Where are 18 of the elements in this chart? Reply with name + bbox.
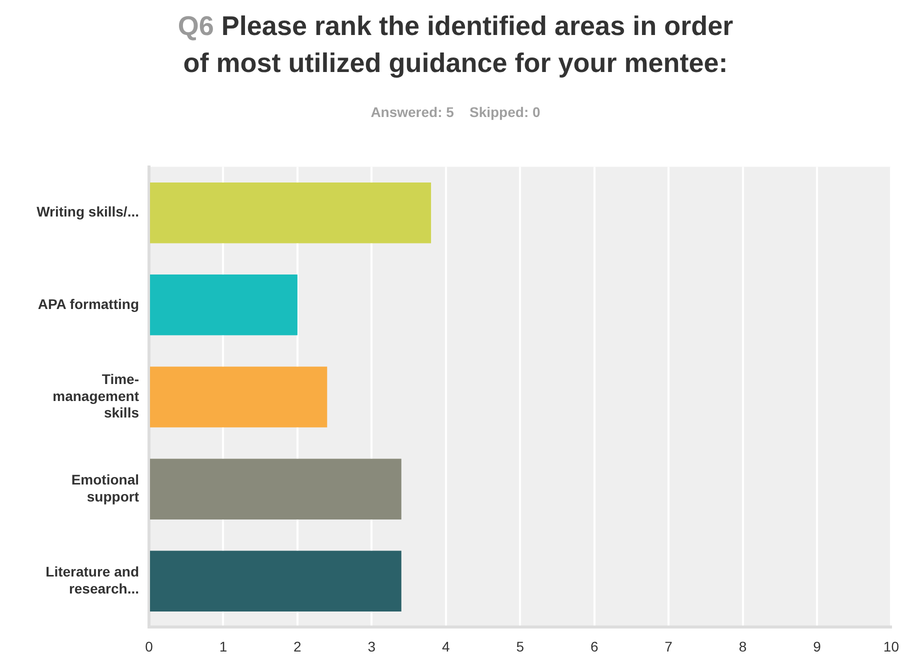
y-tick-label: Literature and research...	[46, 564, 139, 596]
x-tick-label: 2	[294, 638, 302, 654]
chart-subtitle: Answered: 5 Skipped: 0	[370, 104, 542, 120]
y-tick-label: Time-management skills	[52, 371, 140, 421]
x-tick-label: 6	[590, 638, 598, 654]
chart-title: Q6 Please rank the identified areas in order of most utilized guidance for your mentee:	[176, 10, 734, 80]
y-tick-label: Writing skills/...	[36, 204, 139, 220]
x-tick-label: 4	[442, 638, 450, 654]
x-tick-label: 10	[883, 638, 900, 654]
x-tick-label: 0	[145, 638, 154, 654]
x-tick-label: 3	[368, 638, 376, 654]
x-tick-label: 7	[664, 638, 673, 654]
x-tick-label: 9	[813, 638, 822, 654]
y-tick-label: APA formatting	[38, 296, 139, 312]
x-tick-label: 1	[219, 638, 228, 654]
y-tick-label: Emotional support	[71, 472, 140, 504]
x-tick-label: 5	[516, 638, 524, 654]
x-tick-label: 8	[738, 638, 747, 654]
